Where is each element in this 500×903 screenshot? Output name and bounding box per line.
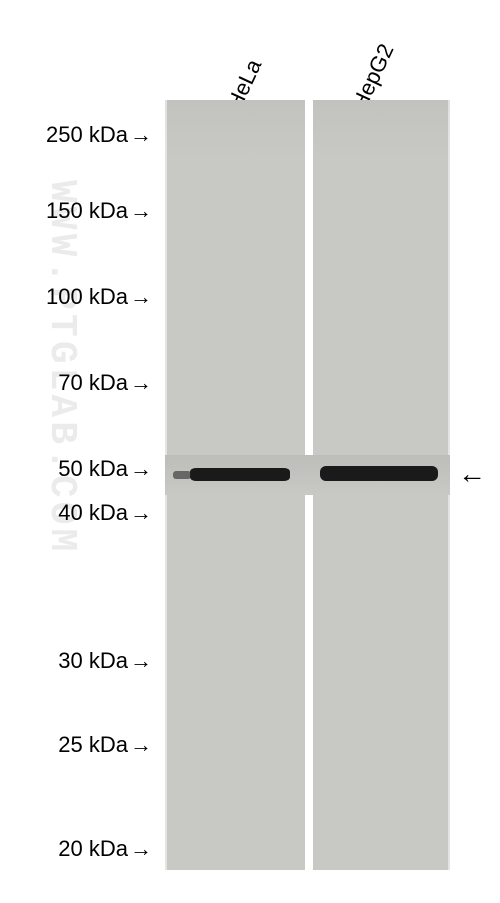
marker-text: 40 kDa <box>58 500 128 525</box>
band-hela-edge <box>173 471 191 479</box>
marker-text: 100 kDa <box>46 284 128 309</box>
marker-arrow-icon: → <box>130 648 152 674</box>
marker-arrow-icon: → <box>130 732 152 758</box>
band-hela <box>190 468 290 481</box>
marker-arrow-icon: → <box>130 122 152 148</box>
marker-150kda: 150 kDa→ <box>12 198 152 224</box>
western-blot-figure: HeLa HepG2 250 kDa→ 150 kDa→ 100 kDa→ 70… <box>0 0 500 903</box>
marker-70kda: 70 kDa→ <box>12 370 152 396</box>
watermark-text: WWW.PTGLAB.COM <box>40 180 83 555</box>
marker-text: 70 kDa <box>58 370 128 395</box>
marker-text: 250 kDa <box>46 122 128 147</box>
marker-text: 20 kDa <box>58 836 128 861</box>
marker-text: 150 kDa <box>46 198 128 223</box>
marker-arrow-icon: → <box>130 370 152 396</box>
marker-30kda: 30 kDa→ <box>12 648 152 674</box>
marker-arrow-icon: → <box>130 284 152 310</box>
marker-arrow-icon: → <box>130 456 152 482</box>
blot-membrane <box>165 100 450 870</box>
marker-text: 50 kDa <box>58 456 128 481</box>
marker-25kda: 25 kDa→ <box>12 732 152 758</box>
marker-arrow-icon: → <box>130 836 152 862</box>
marker-20kda: 20 kDa→ <box>12 836 152 862</box>
target-band-arrow-icon: ← <box>458 458 486 490</box>
marker-50kda: 50 kDa→ <box>12 456 152 482</box>
band-hepg2 <box>320 466 438 481</box>
marker-arrow-icon: → <box>130 500 152 526</box>
marker-text: 30 kDa <box>58 648 128 673</box>
marker-40kda: 40 kDa→ <box>12 500 152 526</box>
marker-arrow-icon: → <box>130 198 152 224</box>
marker-text: 25 kDa <box>58 732 128 757</box>
marker-250kda: 250 kDa→ <box>12 122 152 148</box>
marker-100kda: 100 kDa→ <box>12 284 152 310</box>
